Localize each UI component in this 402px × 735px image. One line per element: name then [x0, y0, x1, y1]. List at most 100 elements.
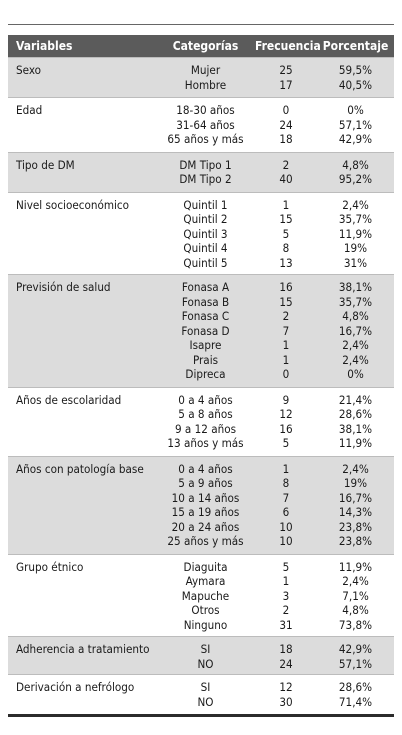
- frequency-cell: 8: [282, 241, 290, 255]
- variable-cell: [8, 618, 156, 633]
- table-group: Años de escolaridad 0 a 4 años 9 21,4% 5 a 8…: [8, 386, 394, 456]
- category-cell: DM Tipo 2: [179, 172, 232, 186]
- percentage-cell: 35,7%: [338, 294, 373, 309]
- variable-cell: Previsión de salud: [16, 280, 111, 294]
- table-row: Fonasa B 15 35,7%: [8, 295, 394, 310]
- category-cell: 20 a 24 años: [171, 519, 240, 534]
- category-cell: Hombre: [184, 77, 227, 92]
- category-cell: 0 a 4 años: [178, 461, 233, 476]
- table-group: Grupo étnico Diaguita 5 11,9% Aymara 1 2,4% Map…: [8, 553, 394, 637]
- frequency-cell: 18: [279, 642, 293, 656]
- frequency-cell: 30: [279, 694, 293, 709]
- category-cell: 9 a 12 años: [174, 421, 237, 436]
- category-cell: Fonasa B: [181, 294, 230, 309]
- frequency-cell: 40: [279, 172, 293, 186]
- variable-cell: [8, 353, 156, 368]
- percentage-cell: 57,1%: [338, 117, 373, 132]
- header-porcentaje: Porcentaje: [322, 39, 389, 53]
- variable-cell: Años con patología base: [16, 461, 144, 476]
- category-cell: Ninguno: [183, 617, 228, 632]
- percentage-cell: 31%: [343, 255, 368, 270]
- frequency-cell: 0: [282, 103, 290, 117]
- variable-cell: [8, 657, 156, 672]
- table-row: 5 a 9 años 8 19%: [8, 476, 394, 491]
- percentage-cell: 2,4%: [342, 338, 369, 352]
- table-row: 9 a 12 años 16 38,1%: [8, 422, 394, 437]
- table-row: Nivel socioeconómico Quintil 1 1 2,4%: [8, 198, 394, 213]
- table-group: Tipo de DM DM Tipo 1 2 4,8% DM Tipo 2 40 95,2%: [8, 151, 394, 192]
- category-cell: Otros: [191, 603, 220, 617]
- percentage-cell: 0%: [347, 103, 364, 117]
- table-row: Dipreca 0 0%: [8, 367, 394, 382]
- variable-cell: Nivel socioeconómico: [16, 197, 130, 212]
- percentage-cell: 14,3%: [338, 505, 373, 519]
- frequency-cell: 1: [282, 352, 290, 367]
- table-row: Tipo de DM DM Tipo 1 2 4,8%: [8, 158, 394, 173]
- variable-cell: [8, 505, 156, 520]
- variable-cell: [8, 574, 156, 589]
- table-row: Fonasa C 2 4,8%: [8, 309, 394, 324]
- frequency-cell: 5: [282, 436, 290, 450]
- table-row: 25 años y más 10 23,8%: [8, 534, 394, 549]
- variable-cell: [8, 367, 156, 382]
- percentage-cell: 28,6%: [338, 407, 373, 421]
- category-cell: 18-30 años: [176, 103, 235, 117]
- table-group: Sexo Mujer 25 59,5% Hombre 17 40,5%: [8, 57, 394, 97]
- category-cell: Fonasa A: [181, 280, 230, 294]
- percentage-cell: 42,9%: [338, 132, 373, 146]
- frequency-cell: 16: [279, 421, 293, 436]
- percentage-cell: 73,8%: [338, 617, 373, 632]
- variable-cell: [8, 78, 156, 93]
- table-row: Derivación a nefrólogo SI 12 28,6%: [8, 680, 394, 695]
- frequency-cell: 9: [282, 392, 290, 407]
- percentage-cell: 42,9%: [338, 642, 373, 656]
- header-variables: Variables: [16, 39, 73, 53]
- category-cell: SI: [200, 642, 211, 656]
- frequency-cell: 2: [282, 309, 290, 323]
- variable-cell: Grupo étnico: [16, 559, 84, 574]
- variable-cell: [8, 695, 156, 710]
- percentage-cell: 95,2%: [338, 172, 373, 186]
- percentage-cell: 19%: [343, 241, 368, 255]
- percentage-cell: 38,1%: [338, 421, 373, 436]
- variable-cell: Sexo: [16, 63, 42, 77]
- percentage-cell: 2,4%: [342, 574, 369, 588]
- data-table: Variables Categorías Frecuencia Porcenta…: [8, 35, 394, 714]
- table-row: Ninguno 31 73,8%: [8, 618, 394, 633]
- table-row: Mapuche 3 7,1%: [8, 589, 394, 604]
- frequency-cell: 10: [279, 534, 293, 548]
- table-row: Previsión de salud Fonasa A 16 38,1%: [8, 280, 394, 295]
- variable-cell: [8, 212, 156, 227]
- table-row: 15 a 19 años 6 14,3%: [8, 505, 394, 520]
- category-cell: 15 a 19 años: [171, 505, 240, 519]
- category-cell: Prais: [192, 352, 219, 367]
- category-cell: Fonasa C: [181, 309, 230, 323]
- percentage-cell: 23,8%: [338, 534, 373, 548]
- variable-cell: Tipo de DM: [16, 157, 75, 172]
- variable-cell: [8, 476, 156, 491]
- category-cell: Quintil 1: [183, 197, 228, 212]
- table-row: Quintil 5 13 31%: [8, 256, 394, 271]
- category-cell: Quintil 5: [183, 255, 228, 270]
- percentage-cell: 4,8%: [342, 603, 369, 617]
- table-row: 10 a 14 años 7 16,7%: [8, 491, 394, 506]
- table-row: Hombre 17 40,5%: [8, 78, 394, 93]
- percentage-cell: 7,1%: [342, 588, 369, 603]
- frequency-cell: 12: [279, 407, 293, 421]
- table-row: 13 años y más 5 11,9%: [8, 436, 394, 451]
- table-row: Edad 18-30 años 0 0%: [8, 103, 394, 118]
- variable-cell: [8, 324, 156, 339]
- percentage-cell: 11,9%: [338, 559, 373, 574]
- percentage-cell: 11,9%: [338, 436, 373, 450]
- variable-cell: [8, 534, 156, 549]
- frequency-cell: 17: [279, 77, 293, 92]
- variable-cell: [8, 436, 156, 451]
- category-cell: Quintil 3: [183, 226, 228, 241]
- category-cell: 31-64 años: [176, 117, 235, 132]
- percentage-cell: 2,4%: [342, 197, 369, 212]
- variable-cell: [8, 491, 156, 506]
- category-cell: Isapre: [189, 338, 222, 352]
- table-group: Previsión de salud Fonasa A 16 38,1% Fonasa …: [8, 274, 394, 387]
- table-row: 65 años y más 18 42,9%: [8, 132, 394, 147]
- frequency-cell: 18: [279, 132, 293, 146]
